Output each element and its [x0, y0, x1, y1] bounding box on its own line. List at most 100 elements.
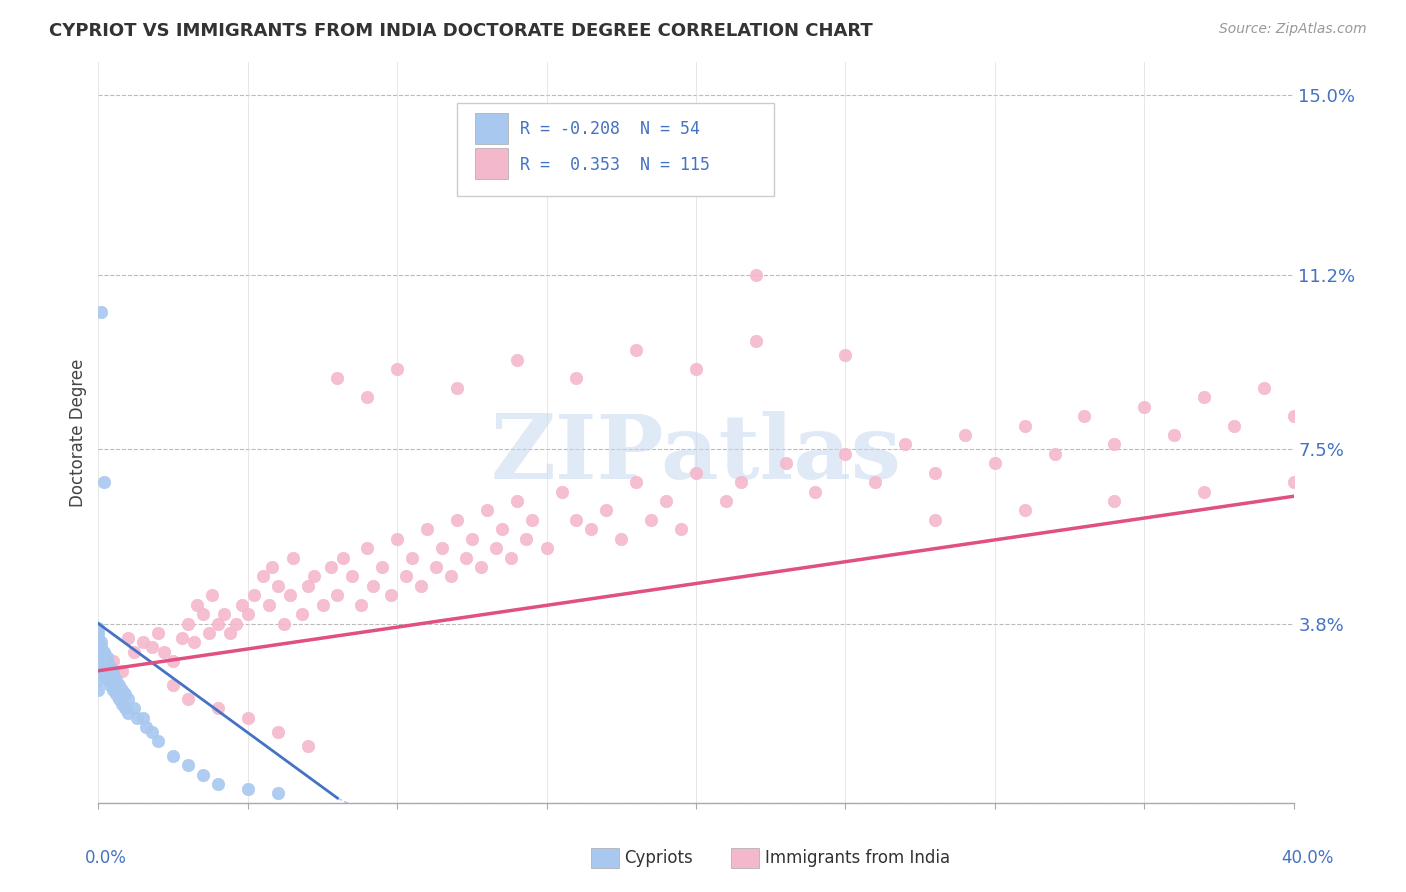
Point	[124, 701, 146, 715]
Point	[1282, 475, 1305, 490]
Point	[685, 362, 707, 376]
Point	[260, 560, 283, 574]
Point	[485, 541, 508, 556]
Point	[984, 456, 1007, 470]
Point	[87, 621, 110, 635]
Text: ZIPatlas: ZIPatlas	[491, 411, 901, 499]
Point	[117, 706, 139, 721]
Point	[626, 343, 648, 357]
Point	[342, 569, 364, 583]
Point	[96, 654, 118, 668]
Point	[172, 631, 194, 645]
Point	[714, 494, 737, 508]
Text: Cypriots: Cypriots	[624, 849, 693, 867]
Point	[775, 456, 797, 470]
Point	[311, 598, 333, 612]
Point	[446, 513, 468, 527]
Point	[1223, 418, 1246, 433]
Point	[90, 659, 112, 673]
Point	[98, 659, 122, 673]
Point	[177, 692, 200, 706]
Point	[297, 579, 319, 593]
Point	[132, 711, 155, 725]
Point	[371, 560, 394, 574]
Point	[90, 649, 112, 664]
Point	[1104, 494, 1126, 508]
Point	[685, 466, 707, 480]
Point	[93, 649, 115, 664]
Point	[105, 687, 128, 701]
Point	[90, 635, 112, 649]
Point	[148, 734, 170, 748]
Point	[98, 678, 122, 692]
Point	[865, 475, 887, 490]
Point	[105, 673, 128, 688]
Point	[326, 371, 349, 385]
Point	[278, 588, 301, 602]
Point	[93, 645, 115, 659]
Point	[114, 701, 136, 715]
Point	[177, 616, 200, 631]
Point	[153, 645, 176, 659]
Point	[93, 664, 115, 678]
Point	[108, 678, 131, 692]
Point	[212, 607, 235, 622]
Point	[90, 640, 112, 655]
Point	[297, 739, 319, 754]
Point	[98, 664, 122, 678]
Point	[114, 687, 136, 701]
Point	[90, 305, 112, 319]
Point	[730, 475, 752, 490]
Point	[162, 748, 184, 763]
Point	[267, 786, 290, 800]
Point	[183, 635, 205, 649]
Point	[499, 550, 522, 565]
Point	[93, 475, 115, 490]
Point	[236, 781, 259, 796]
Point	[207, 701, 229, 715]
Text: CYPRIOT VS IMMIGRANTS FROM INDIA DOCTORATE DEGREE CORRELATION CHART: CYPRIOT VS IMMIGRANTS FROM INDIA DOCTORA…	[49, 22, 873, 40]
Point	[1014, 503, 1036, 517]
Point	[186, 598, 208, 612]
Point	[515, 532, 537, 546]
Point	[416, 522, 439, 536]
Point	[302, 569, 325, 583]
Point	[356, 390, 378, 404]
Point	[291, 607, 314, 622]
Point	[127, 711, 149, 725]
Point	[87, 682, 110, 697]
Point	[953, 428, 976, 442]
Point	[198, 626, 221, 640]
Point	[87, 635, 110, 649]
Point	[111, 664, 134, 678]
Point	[834, 447, 856, 461]
Text: 0.0%: 0.0%	[84, 849, 127, 867]
Point	[411, 579, 433, 593]
Point	[87, 664, 110, 678]
Point	[103, 654, 125, 668]
Point	[111, 697, 134, 711]
Point	[363, 579, 385, 593]
Point	[520, 513, 543, 527]
Point	[326, 588, 349, 602]
Point	[321, 560, 343, 574]
Point	[111, 682, 134, 697]
Point	[565, 513, 588, 527]
Point	[231, 598, 253, 612]
Text: R = -0.208  N = 54: R = -0.208 N = 54	[520, 120, 700, 138]
FancyBboxPatch shape	[475, 112, 509, 144]
Point	[506, 352, 529, 367]
Point	[90, 645, 112, 659]
Point	[93, 668, 115, 682]
Point	[117, 692, 139, 706]
Point	[924, 466, 946, 480]
Point	[804, 484, 827, 499]
Point	[454, 550, 477, 565]
Point	[655, 494, 678, 508]
Point	[177, 758, 200, 772]
Point	[191, 767, 214, 781]
FancyBboxPatch shape	[475, 148, 509, 179]
Point	[461, 532, 484, 546]
Point	[385, 362, 409, 376]
Point	[236, 607, 259, 622]
